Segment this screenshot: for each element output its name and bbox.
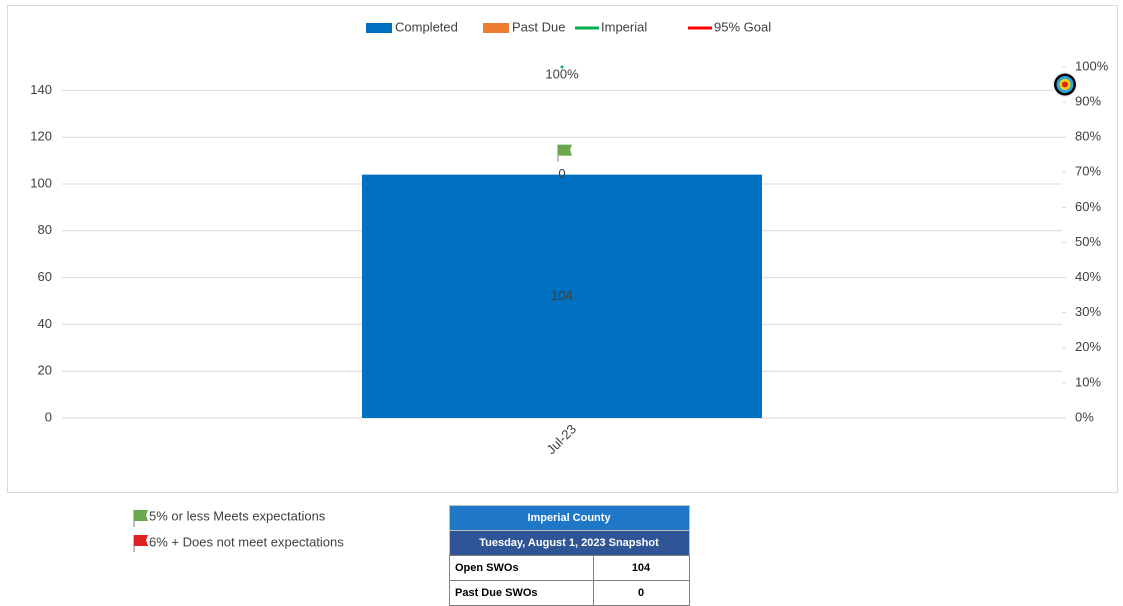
y2-tick-label: 10% [1075, 374, 1101, 389]
y2-tick-label: 80% [1075, 129, 1101, 144]
y-tick-label: 80 [38, 222, 52, 237]
target-ring [1062, 81, 1068, 88]
y-tick-label: 20 [38, 363, 52, 378]
table-cell [449, 580, 594, 606]
note: 5% or less Meets expectations [149, 508, 326, 523]
table-subtitle: Tuesday, August 1, 2023 Snapshot [479, 537, 659, 549]
table-cell-text: 104 [632, 562, 651, 574]
goal-target [1052, 71, 1078, 98]
y2-tick-label: 60% [1075, 199, 1101, 214]
green-flag-icon [133, 510, 148, 527]
y-tick-label: 100 [30, 175, 52, 190]
legend-label: Completed [395, 19, 458, 34]
data-label: 104 [551, 288, 573, 303]
table-cell [593, 555, 690, 581]
legend-swatch [366, 23, 392, 33]
table-cell-text: Open SWOs [455, 562, 519, 574]
table-header [449, 505, 690, 531]
table-cell [449, 555, 594, 581]
flag-icon [557, 144, 572, 162]
table-title: Imperial County [527, 512, 611, 524]
legend-label: Past Due [512, 19, 565, 34]
line-point [560, 65, 564, 69]
data-label: 100% [545, 66, 579, 81]
y2-tick-label: 100% [1075, 58, 1109, 73]
y-tick-label: 60 [38, 269, 52, 284]
note: 6% + Does not meet expectations [149, 534, 344, 549]
y-tick-label: 120 [30, 129, 52, 144]
table-cell [593, 580, 690, 606]
y2-tick-label: 0% [1075, 409, 1094, 424]
y2-tick-label: 20% [1075, 339, 1101, 354]
legend-label: 95% Goal [714, 19, 771, 34]
y2-tick-label: 70% [1075, 164, 1101, 179]
legend-label: Imperial [601, 19, 647, 34]
y2-tick-label: 40% [1075, 269, 1101, 284]
y2-tick-label: 90% [1075, 94, 1101, 109]
data-label: 0 [558, 166, 565, 181]
red-flag-icon [133, 535, 148, 552]
y2-tick-label: 30% [1075, 304, 1101, 319]
bar-segment [362, 174, 762, 418]
y2-tick-label: 50% [1075, 234, 1101, 249]
table-subheader [449, 530, 690, 556]
y-tick-label: 40 [38, 316, 52, 331]
flag [558, 144, 572, 156]
snapshot-table: Imperial County Tuesday, August 1, 2023 … [449, 505, 690, 606]
y-tick-label: 0 [45, 409, 52, 424]
y-tick-label: 140 [30, 82, 52, 97]
table-cell-text: Past Due SWOs [455, 587, 538, 599]
legend-swatch [483, 23, 509, 33]
table-cell-text: 0 [638, 587, 644, 599]
